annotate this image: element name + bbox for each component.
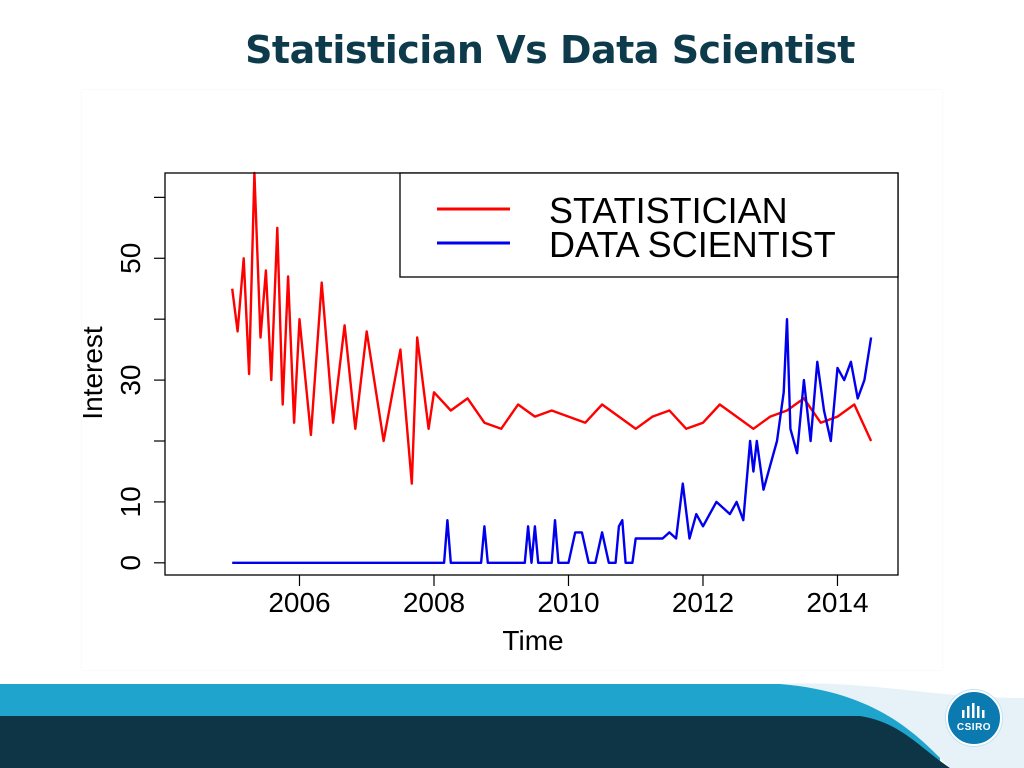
x-tick-label: 2014 <box>806 587 868 618</box>
x-axis: 2006 2008 2010 2012 2014 <box>268 575 869 618</box>
y-tick-label: 10 <box>115 486 146 517</box>
x-axis-label: Time <box>502 625 563 656</box>
x-tick-label: 2010 <box>537 587 599 618</box>
x-tick-label: 2006 <box>268 587 330 618</box>
footer-band <box>0 683 1024 768</box>
y-axis: 0 10 30 50 <box>115 196 165 571</box>
y-tick-label: 0 <box>115 555 146 571</box>
csiro-logo-text: CSIRO <box>956 722 992 733</box>
legend-label-statistician: STATISTICIAN <box>549 190 788 231</box>
x-tick-label: 2008 <box>403 587 465 618</box>
series-line-data-scientist <box>232 317 873 564</box>
y-axis-label: Interest <box>82 326 108 420</box>
csiro-logo-icon <box>962 703 985 718</box>
footer-dark-band <box>0 716 950 768</box>
series-layer <box>231 171 873 564</box>
y-tick-label: 30 <box>115 365 146 396</box>
csiro-logo: CSIRO <box>946 690 1002 746</box>
legend-label-data-scientist: DATA SCIENTIST <box>549 224 836 265</box>
series-line-statistician <box>231 171 873 485</box>
slide-title: Statistician Vs Data Scientist <box>245 28 855 72</box>
line-chart: 0 10 30 50 2006 2008 2010 2012 2014 Time Intere… <box>82 171 899 656</box>
plot-panel: 0 10 30 50 2006 2008 2010 2012 2014 Time Intere… <box>82 90 942 670</box>
legend: STATISTICIAN DATA SCIENTIST <box>399 172 899 278</box>
legend-box <box>399 172 899 278</box>
y-tick-label: 50 <box>115 243 146 274</box>
x-tick-label: 2012 <box>672 587 734 618</box>
